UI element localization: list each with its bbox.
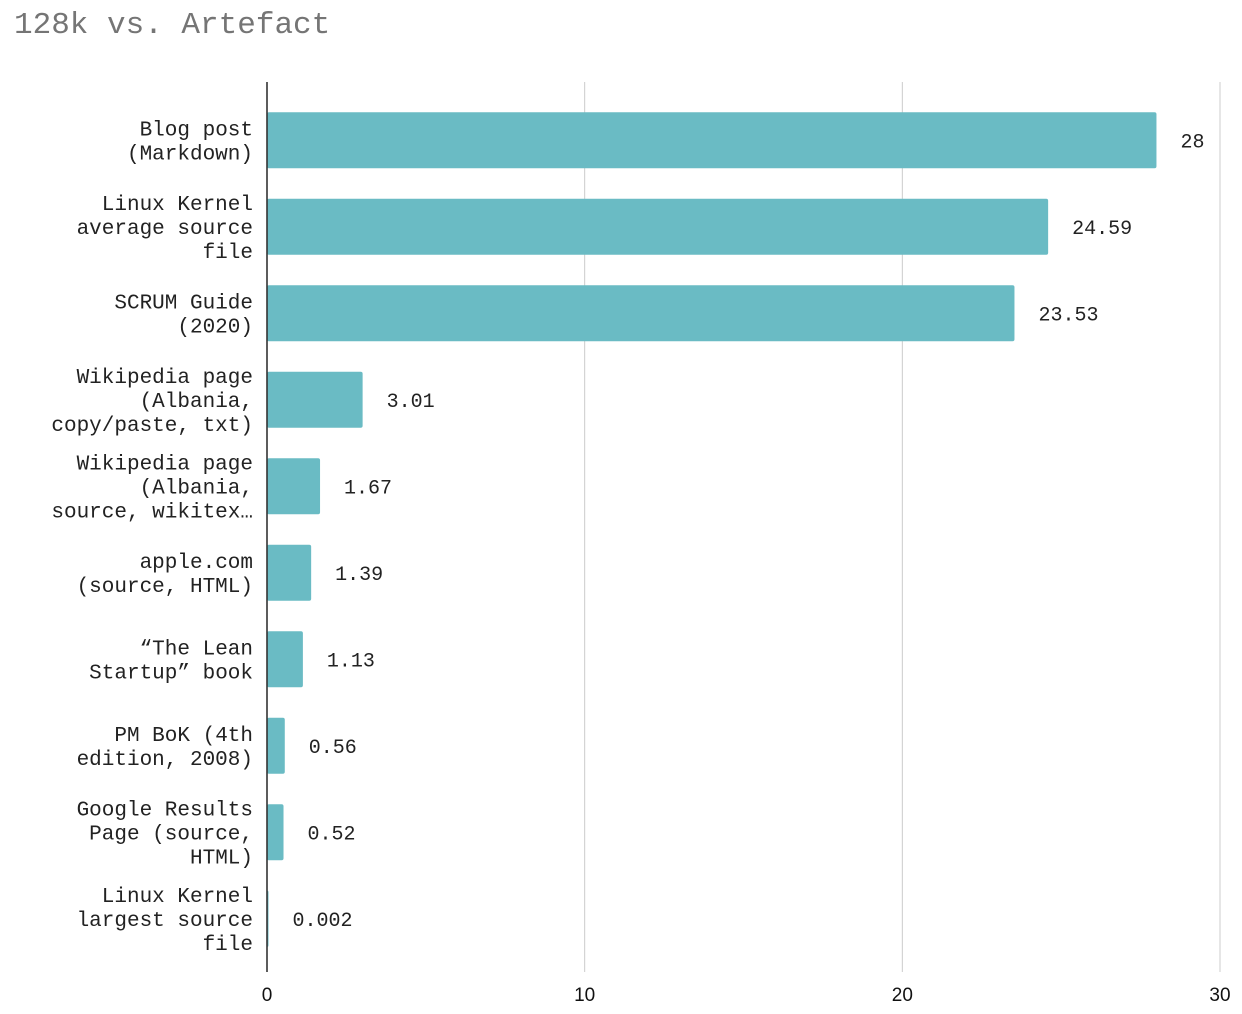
data-label: 0.52 [308, 823, 356, 846]
data-label: 1.67 [344, 477, 392, 500]
x-tick-label: 10 [574, 985, 595, 1006]
data-label: 0.002 [293, 910, 353, 933]
bar [267, 631, 303, 688]
category-label: Startup” book [89, 662, 253, 685]
category-label: (Markdown) [127, 143, 253, 166]
category-label: file [203, 934, 253, 957]
bar [267, 804, 284, 861]
bar [267, 717, 285, 774]
data-label: 24.59 [1072, 218, 1132, 241]
category-label: Linux Kernel [102, 194, 253, 217]
category-label: Linux Kernel [102, 886, 253, 909]
x-tick-label: 20 [892, 985, 913, 1006]
bar [267, 198, 1049, 255]
category-label: Google Results [77, 799, 253, 822]
category-label: Blog post [140, 119, 253, 142]
bar [267, 112, 1157, 169]
category-label: average source [77, 218, 253, 241]
x-tick-label: 0 [262, 985, 273, 1006]
data-label: 28 [1180, 131, 1204, 154]
bar [267, 458, 321, 515]
category-label: largest source [77, 910, 253, 933]
category-label: SCRUM Guide [114, 292, 253, 315]
bar [267, 285, 1015, 342]
category-label: Wikipedia page [77, 367, 253, 390]
data-label: 1.39 [335, 564, 383, 587]
category-label: (source, HTML) [77, 576, 253, 599]
bar [267, 544, 312, 601]
data-label: 0.56 [309, 737, 357, 760]
data-label: 3.01 [387, 391, 435, 414]
bar [267, 371, 363, 428]
category-label: apple.com [140, 552, 253, 575]
category-label: copy/paste, txt) [51, 415, 253, 438]
data-label: 1.13 [327, 650, 375, 673]
x-tick-label: 30 [1209, 985, 1230, 1006]
category-label: file [203, 242, 253, 265]
category-label: edition, 2008) [77, 749, 253, 772]
category-label: source, wikitex… [51, 501, 253, 524]
category-label: Wikipedia page [77, 453, 253, 476]
category-label: (2020) [177, 316, 253, 339]
category-label: (Albania, [140, 477, 253, 500]
category-label: (Albania, [140, 391, 253, 414]
category-label: Page (source, [89, 823, 253, 846]
category-label: HTML) [190, 847, 253, 870]
category-label: “The Lean [140, 638, 253, 661]
chart-title: 128k vs. Artefact [14, 8, 331, 43]
data-label: 23.53 [1038, 304, 1098, 327]
category-label: PM BoK (4th [114, 725, 253, 748]
